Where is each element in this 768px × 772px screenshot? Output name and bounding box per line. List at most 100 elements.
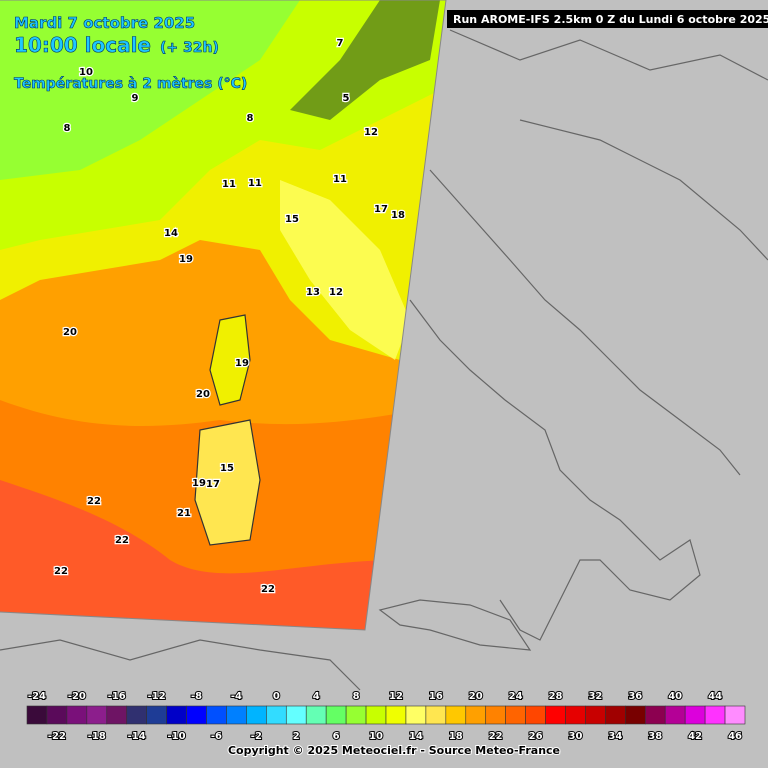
colorbar-cell xyxy=(385,705,407,725)
colorbar-cell xyxy=(106,705,128,725)
temperature-label: 17 xyxy=(374,204,388,215)
temperature-label: 15 xyxy=(285,214,299,225)
coastlines xyxy=(0,29,768,691)
colorbar-cell xyxy=(285,705,307,725)
temperature-label: 17 xyxy=(206,479,220,490)
colorbar-label: 26 xyxy=(529,731,543,742)
temperature-label: 19 xyxy=(235,358,249,369)
colorbar-label: -8 xyxy=(191,691,202,702)
colorbar-cell xyxy=(425,705,447,725)
colorbar-label: 24 xyxy=(509,691,523,702)
temperature-label: 19 xyxy=(192,478,206,489)
colorbar-label: 10 xyxy=(369,731,383,742)
temperature-label: 8 xyxy=(64,123,71,134)
colorbar-cell xyxy=(206,705,227,725)
colorbar-label: -18 xyxy=(88,731,106,742)
colorbar-cell xyxy=(345,705,367,725)
colorbar-cell xyxy=(565,705,586,725)
temperature-label: 22 xyxy=(87,496,101,507)
colorbar-cell xyxy=(644,705,666,725)
colorbar-cell xyxy=(465,705,487,725)
colorbar-label: -10 xyxy=(168,731,186,742)
colorbar-label: 28 xyxy=(549,691,563,702)
colorbar-cell xyxy=(445,705,467,725)
colorbar-label: 2 xyxy=(293,731,300,742)
temperature-label: 18 xyxy=(391,210,405,221)
colorbar-label: 38 xyxy=(648,731,662,742)
temperature-label: 14 xyxy=(164,228,178,239)
colorbar-label: -22 xyxy=(48,731,66,742)
temperature-label: 22 xyxy=(115,535,129,546)
colorbar-cell xyxy=(226,705,247,725)
temperature-label: 22 xyxy=(261,584,275,595)
run-info: Run AROME-IFS 2.5km 0 Z du Lundi 6 octob… xyxy=(453,13,768,26)
colorbar-label: -2 xyxy=(251,731,262,742)
colorbar-label: -12 xyxy=(148,691,166,702)
run-banner xyxy=(447,10,768,28)
colorbar-label: 14 xyxy=(409,731,423,742)
colorbar-cell xyxy=(186,705,207,725)
colorbar-cell xyxy=(126,705,147,725)
colorbar-label: 12 xyxy=(389,691,403,702)
colorbar-label: 22 xyxy=(489,731,503,742)
colorbar-cell xyxy=(605,705,626,725)
colorbar-cell xyxy=(365,705,387,725)
time: 10:00 locale xyxy=(14,33,151,57)
colorbar-label: -24 xyxy=(28,691,46,702)
colorbar-cell xyxy=(46,705,68,725)
colorbar-cell xyxy=(664,705,686,725)
colorbar-label: 30 xyxy=(569,731,583,742)
colorbar-cell xyxy=(146,705,167,725)
temperature-label: 10 xyxy=(79,67,93,78)
temperature-label: 11 xyxy=(222,179,236,190)
temperature-field xyxy=(0,0,446,630)
temperature-label: 9 xyxy=(132,93,139,104)
temperature-label: 22 xyxy=(54,566,68,577)
colorbar-label: 16 xyxy=(429,691,443,702)
colorbar-cell xyxy=(66,705,88,725)
temperature-label: 12 xyxy=(329,287,343,298)
colorbar-cell xyxy=(485,705,506,725)
variable: Températures à 2 mètres (°C) xyxy=(14,76,247,92)
colorbar-label: 40 xyxy=(668,691,682,702)
domain-border xyxy=(0,0,447,631)
colorbar-label: 34 xyxy=(608,731,622,742)
colorbar-label: -14 xyxy=(128,731,146,742)
colorbar-label: 32 xyxy=(588,691,602,702)
temperature-label: 20 xyxy=(196,389,210,400)
temperature-label: 11 xyxy=(333,174,347,185)
colorbar-cell xyxy=(704,705,726,725)
colorbar-label: 20 xyxy=(469,691,483,702)
temperature-label: 20 xyxy=(63,327,77,338)
colorbar-cell xyxy=(325,705,347,725)
colorbar-label: 36 xyxy=(628,691,642,702)
colorbar-cell xyxy=(26,705,48,725)
temperature-label: 5 xyxy=(343,93,350,104)
date: Mardi 7 octobre 2025 xyxy=(14,14,195,32)
footer: Copyright © 2025 Meteociel.fr - Source M… xyxy=(228,744,560,757)
colorbar-label: -4 xyxy=(231,691,242,702)
colorbar-cell xyxy=(266,705,287,725)
colorbar: -24-22-20-18-16-14-12-10-8-6-4-202468101… xyxy=(26,690,746,743)
colorbar-label: -20 xyxy=(68,691,86,702)
colorbar-cell xyxy=(684,705,706,725)
colorbar-cell xyxy=(585,705,606,725)
temperature-label: 11 xyxy=(248,178,262,189)
lead-time: (+ 32h) xyxy=(160,40,219,56)
colorbar-cell xyxy=(505,705,526,725)
temperature-label: 12 xyxy=(364,127,378,138)
temperature-label: 7 xyxy=(337,38,344,49)
colorbar-cell xyxy=(166,705,187,725)
colorbar-cell xyxy=(525,705,546,725)
colorbar-cell xyxy=(405,705,427,725)
colorbar-cell xyxy=(724,705,746,725)
colorbar-label: 46 xyxy=(728,731,742,742)
colorbar-cell xyxy=(246,705,267,725)
temperature-label: 8 xyxy=(247,113,254,124)
colorbar-label: 6 xyxy=(333,731,340,742)
colorbar-label: -16 xyxy=(108,691,126,702)
colorbar-cell xyxy=(305,705,327,725)
